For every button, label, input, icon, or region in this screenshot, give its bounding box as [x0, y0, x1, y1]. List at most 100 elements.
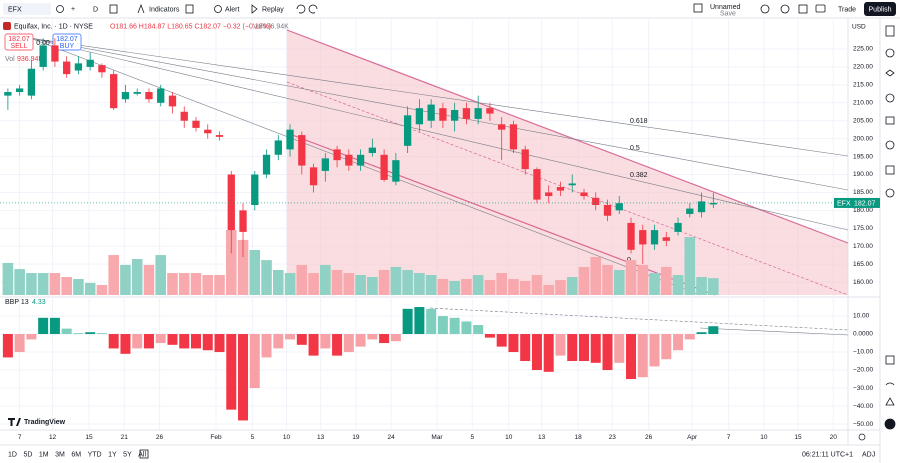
symbol[interactable]: EFX — [8, 6, 22, 13]
chat-icon[interactable] — [885, 116, 895, 125]
buy-label[interactable]: BUY — [60, 43, 75, 50]
indicator-bar — [202, 334, 213, 351]
symbol-search[interactable] — [3, 3, 51, 15]
volume-bar — [320, 264, 331, 295]
indicator-bar — [555, 334, 566, 356]
price-tick-label: 175.00 — [853, 225, 873, 232]
volume-bar — [649, 273, 660, 295]
buy-button[interactable] — [52, 33, 82, 51]
time-tick-label: 26 — [156, 434, 164, 441]
trade-button[interactable]: Trade — [838, 6, 856, 13]
price-tick-label: 220.00 — [853, 64, 873, 71]
notifications-icon[interactable] — [885, 397, 895, 406]
volume-bar — [2, 262, 14, 295]
volume-bar — [425, 275, 437, 295]
replay-button[interactable]: Replay — [262, 6, 284, 13]
undo-icon[interactable] — [296, 4, 306, 14]
candle-body — [697, 201, 706, 213]
indicator-bar — [578, 334, 589, 362]
interval[interactable]: D — [93, 6, 98, 13]
indicator-bar — [108, 334, 119, 349]
layers-icon[interactable] — [885, 69, 895, 77]
news-icon[interactable] — [885, 188, 895, 198]
templates-icon[interactable] — [185, 4, 194, 14]
range-button[interactable]: 1D — [8, 451, 17, 458]
volume-bar — [484, 280, 496, 295]
fullscreen-icon[interactable] — [798, 4, 808, 14]
time-tick-label: Feb — [210, 434, 222, 441]
sell-button[interactable] — [4, 33, 34, 51]
indicators-button[interactable]: Indicators — [149, 6, 180, 13]
alerts-icon[interactable] — [885, 48, 895, 58]
candle-body — [27, 68, 36, 96]
replay-icon[interactable] — [251, 4, 258, 14]
screener-icon[interactable] — [885, 355, 895, 365]
goto-date-icon[interactable] — [139, 449, 149, 459]
layout-name[interactable]: Unnamed — [710, 4, 740, 11]
axis-settings-icon[interactable] — [858, 433, 866, 441]
indicator-bar — [520, 334, 531, 362]
range-button[interactable]: 1Y — [108, 451, 117, 458]
indicator-bar — [179, 334, 190, 349]
hotlist-icon[interactable] — [885, 93, 895, 103]
volume-bar — [496, 273, 507, 295]
redo-icon[interactable] — [308, 4, 318, 14]
stream-icon[interactable] — [885, 382, 895, 386]
indicator-bar — [190, 334, 201, 349]
price-tick-label: 190.00 — [853, 171, 873, 178]
snapshot-icon[interactable] — [815, 4, 826, 13]
sell-price[interactable]: 182.07 — [8, 36, 30, 43]
indicator-bar — [567, 334, 578, 362]
alert-icon[interactable] — [214, 5, 222, 13]
range-button[interactable]: All — [138, 451, 146, 458]
range-button[interactable]: YTD — [88, 451, 102, 458]
buy-price[interactable]: 182.07 — [56, 36, 78, 43]
indicators-icon[interactable] — [137, 3, 145, 14]
quick-search-icon[interactable] — [760, 4, 770, 14]
range-button[interactable]: 3M — [55, 451, 65, 458]
candle-body — [380, 154, 388, 180]
volume-bar — [120, 264, 131, 295]
indicator-tick-label: 10.00 — [853, 313, 870, 320]
candle-body — [580, 192, 588, 197]
candle-body — [274, 140, 282, 155]
volume-bar — [696, 277, 707, 295]
volume-bar — [472, 275, 484, 295]
range-button[interactable]: 1M — [39, 451, 49, 458]
volume-bar — [178, 273, 190, 295]
publish-button[interactable]: Publish — [869, 6, 892, 13]
indicator-bar — [2, 334, 13, 358]
price-tick-label: 160.00 — [853, 279, 873, 286]
bars-icon[interactable] — [109, 4, 118, 14]
volume-bar — [26, 273, 37, 295]
range-button[interactable]: 5D — [23, 451, 32, 458]
apps-icon[interactable] — [884, 418, 896, 430]
sell-label[interactable]: SELL — [10, 43, 27, 50]
indicator-bar — [155, 334, 166, 344]
indicator-tick-label: 0.0000 — [853, 331, 873, 338]
price-tick-label: 195.00 — [853, 153, 873, 160]
watchlist-icon[interactable] — [885, 25, 895, 37]
layout-icon[interactable] — [693, 3, 703, 13]
indicator-bar — [543, 334, 554, 372]
indicator-name: BBP 13 — [5, 299, 29, 306]
volume-bar — [331, 269, 343, 295]
indicator-trend — [699, 327, 849, 336]
range-button[interactable]: 5Y — [123, 451, 132, 458]
add-symbol-icon[interactable]: + — [71, 6, 75, 13]
fan-label: 0.382 — [630, 172, 648, 179]
publish-button-bg[interactable] — [864, 2, 896, 16]
ideas-icon[interactable] — [885, 140, 895, 150]
indicator-bar — [238, 334, 249, 421]
adj-button[interactable]: ADJ — [862, 451, 875, 458]
settings-icon[interactable] — [780, 4, 790, 14]
vol-label: Vol — [5, 56, 15, 63]
volume-bar — [284, 273, 296, 295]
calendar-icon[interactable] — [885, 165, 895, 175]
volume-bar — [613, 269, 625, 295]
indicator-bar — [120, 334, 131, 354]
range-button[interactable]: 6M — [71, 451, 81, 458]
alert-button[interactable]: Alert — [225, 6, 239, 13]
compare-icon[interactable] — [56, 5, 64, 13]
candle-body — [415, 108, 424, 125]
